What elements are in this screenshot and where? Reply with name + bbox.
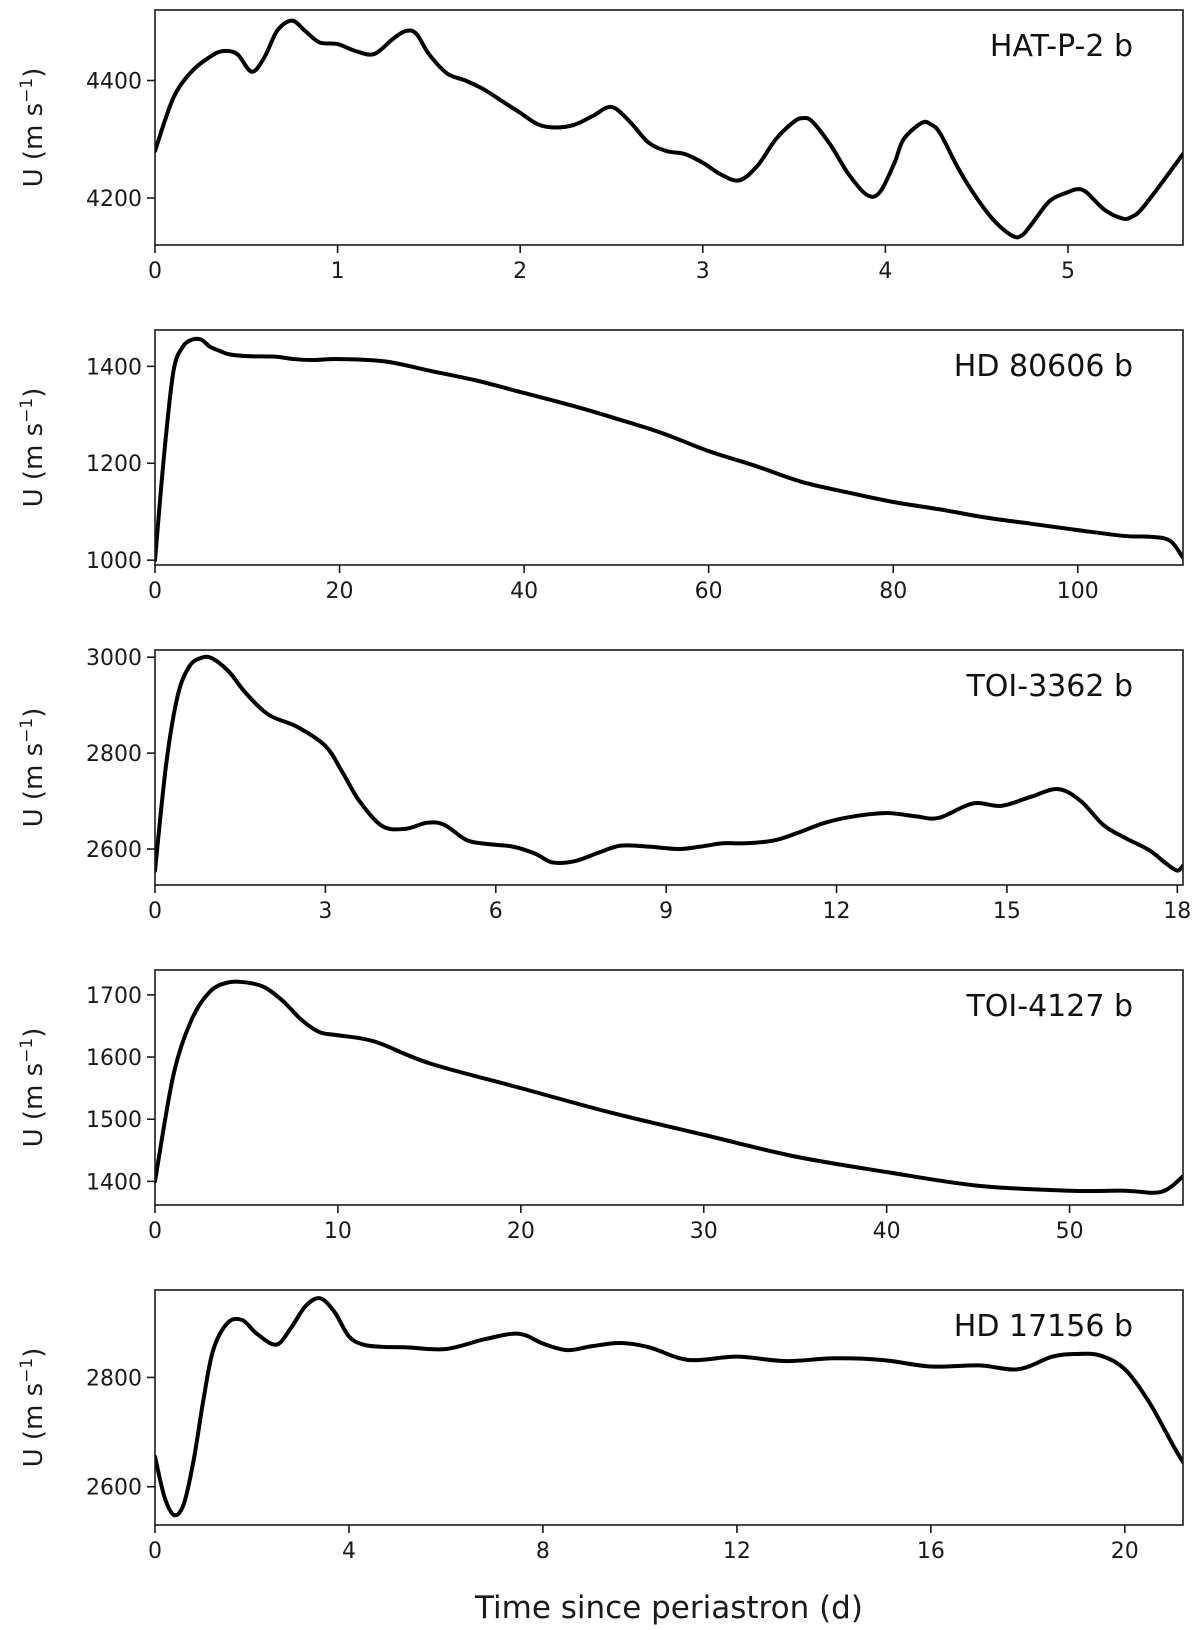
panel-title: TOI-3362 b — [965, 669, 1133, 704]
axes-frame — [154, 329, 1184, 566]
y-tick-label: 1200 — [86, 452, 142, 477]
x-tick-label: 80 — [879, 579, 907, 604]
x-tick-label: 0 — [148, 899, 162, 924]
x-tick-label: 0 — [148, 1539, 162, 1564]
x-tick-label: 4 — [342, 1539, 356, 1564]
series-line — [155, 1296, 1183, 1518]
x-tick-label: 20 — [507, 1219, 535, 1244]
panel-title: TOI-4127 b — [965, 989, 1133, 1024]
y-tick-label: 1600 — [86, 1046, 142, 1071]
y-tick-label: 1500 — [86, 1108, 142, 1133]
x-tick-label: 40 — [510, 579, 538, 604]
panel-5: 0 4 8 12 16 20 2600 2800 HD 17156 b U (m s−1) — [17, 1289, 1184, 1564]
panel-4: 0 10 20 30 40 50 1400 1500 1600 1700 TOI-4127 b U (… — [17, 969, 1184, 1244]
series-line — [155, 654, 1183, 873]
series-line — [155, 336, 1183, 563]
y-axis-label: U (m s−1) — [17, 1348, 49, 1468]
x-tick-label: 60 — [695, 579, 723, 604]
y-tick-label: 1000 — [86, 549, 142, 574]
y-axis-label: U (m s−1) — [17, 388, 49, 508]
y-tick-label: 2800 — [86, 1366, 142, 1391]
x-tick-label: 50 — [1056, 1219, 1084, 1244]
x-tick-label: 12 — [823, 899, 851, 924]
y-axis-label: U (m s−1) — [17, 708, 49, 828]
x-tick-label: 9 — [659, 899, 673, 924]
axes-frame — [154, 969, 1184, 1206]
x-tick-label: 8 — [536, 1539, 550, 1564]
x-tick-label: 100 — [1057, 579, 1099, 604]
y-tick-label: 2600 — [86, 1476, 142, 1501]
x-tick-label: 20 — [326, 579, 354, 604]
y-tick-label: 2800 — [86, 742, 142, 767]
y-tick-label: 4200 — [86, 187, 142, 212]
series-line — [155, 18, 1183, 240]
x-tick-label: 4 — [878, 259, 892, 284]
x-tick-label: 18 — [1163, 899, 1191, 924]
x-tick-label: 6 — [489, 899, 503, 924]
x-tick-label: 2 — [513, 259, 527, 284]
y-axis-label: U (m s−1) — [17, 1028, 49, 1148]
x-tick-label: 3 — [318, 899, 332, 924]
panel-1: 0 1 2 3 4 5 4200 4400 HAT-P-2 b U (m s−1) — [17, 9, 1184, 284]
panel-title: HAT-P-2 b — [990, 29, 1133, 64]
y-tick-label: 1700 — [86, 984, 142, 1009]
y-tick-label: 2600 — [86, 838, 142, 863]
x-tick-label: 0 — [148, 1219, 162, 1244]
axes-frame — [154, 9, 1184, 246]
y-axis-label: U (m s−1) — [17, 68, 49, 188]
x-tick-label: 12 — [723, 1539, 751, 1564]
y-tick-label: 3000 — [86, 646, 142, 671]
x-tick-label: 0 — [148, 579, 162, 604]
panel-2: 0 20 40 60 80 100 1000 1200 1400 HD 80606 b U (m s… — [17, 329, 1184, 604]
y-tick-label: 4400 — [86, 70, 142, 95]
x-tick-label: 40 — [873, 1219, 901, 1244]
x-tick-label: 30 — [690, 1219, 718, 1244]
x-tick-label: 16 — [917, 1539, 945, 1564]
x-tick-label: 10 — [324, 1219, 352, 1244]
x-tick-label: 3 — [696, 259, 710, 284]
axes-frame — [154, 649, 1184, 886]
x-tick-label: 5 — [1061, 259, 1075, 284]
axes-frame — [154, 1289, 1184, 1526]
x-tick-label: 20 — [1111, 1539, 1139, 1564]
panel-title: HD 17156 b — [954, 1309, 1133, 1344]
y-tick-label: 1400 — [86, 1170, 142, 1195]
x-tick-label: 0 — [148, 259, 162, 284]
x-axis-label: Time since periastron (d) — [474, 1590, 863, 1626]
x-tick-label: 1 — [331, 259, 345, 284]
panel-title: HD 80606 b — [954, 349, 1133, 384]
panel-3: 0 3 6 9 12 15 18 2600 2800 3000 TOI-3362 b U (m s−1… — [17, 646, 1191, 924]
y-tick-label: 1400 — [86, 355, 142, 380]
series-line — [155, 979, 1183, 1195]
x-tick-label: 15 — [993, 899, 1021, 924]
